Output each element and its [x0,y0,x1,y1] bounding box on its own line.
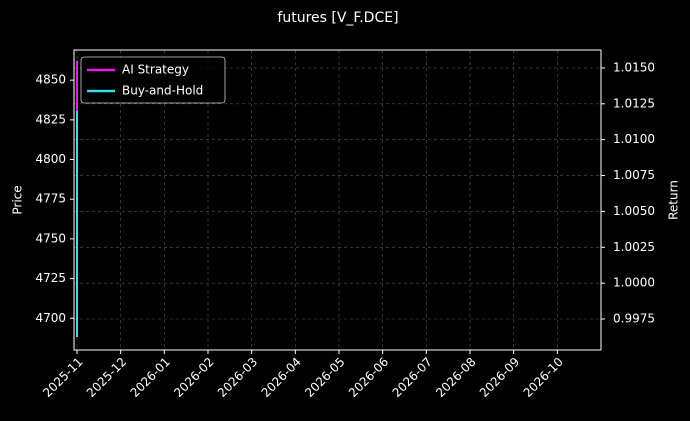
y-tick-label: 4825 [35,112,66,126]
x-tick-label: 2026-01 [128,355,173,400]
y2-tick-label: 1.0025 [613,240,655,254]
y-tick-label: 4750 [35,231,66,245]
plot-frame [73,49,602,351]
x-tick-label: 2026-06 [346,355,391,400]
x-tick-label: 2025-12 [84,355,129,400]
y2-axis-label: Return [667,180,681,220]
x-tick-label: 2026-02 [171,355,216,400]
y2-tick-label: 1.0000 [613,276,655,290]
x-tick-label: 2026-10 [521,355,566,400]
y-tick-label: 4725 [35,271,66,285]
x-tick-label: 2026-08 [433,355,478,400]
y2-tick-label: 1.0150 [613,60,655,74]
y2-tick-label: 0.9975 [613,312,655,326]
x-tick-label: 2026-07 [390,355,435,400]
y-tick-label: 4775 [35,192,66,206]
y2-tick-label: 1.0125 [613,96,655,110]
x-tick-label: 2025-11 [40,355,85,400]
x-tick-label: 2026-09 [477,355,522,400]
chart-title: futures [V_F.DCE] [277,10,398,26]
y-axis-label: Price [11,185,25,214]
y2-tick-label: 1.0050 [613,204,655,218]
y2-tick-label: 1.0075 [613,168,655,182]
x-tick-label: 2026-05 [302,355,347,400]
y2-tick-label: 1.0100 [613,132,655,146]
legend-box [80,56,226,104]
x-tick-label: 2026-04 [259,355,304,400]
x-tick-label: 2026-03 [215,355,260,400]
y-tick-label: 4850 [35,73,66,87]
legend-label: Buy-and-Hold [122,84,203,98]
legend-label: AI Strategy [122,63,189,77]
y-tick-label: 4800 [35,152,66,166]
y-tick-label: 4700 [35,311,66,325]
